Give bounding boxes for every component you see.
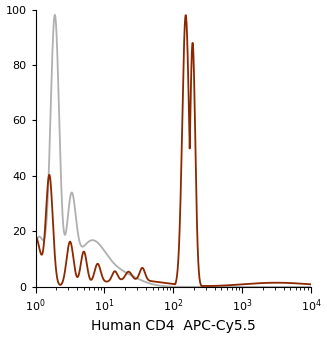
X-axis label: Human CD4  APC-Cy5.5: Human CD4 APC-Cy5.5 (91, 319, 256, 334)
